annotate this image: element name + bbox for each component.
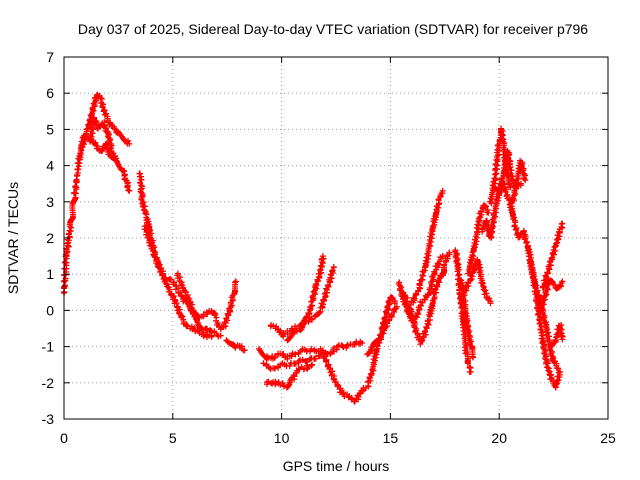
data-point-track xyxy=(548,322,566,349)
y-tick-label: 7 xyxy=(46,49,54,65)
data-point-track xyxy=(526,256,564,391)
axis-ticks: 0 5 10 15 20 25 -3 -2 -1 0 1 2 3 4 5 6 7 xyxy=(42,49,616,446)
data-point-track xyxy=(435,249,453,286)
x-tick-label: 5 xyxy=(169,430,177,446)
y-tick-label: 6 xyxy=(46,85,54,101)
data-point-track xyxy=(486,125,514,207)
x-tick-label: 20 xyxy=(491,430,507,446)
y-axis-label: SDTVAR / TECUs xyxy=(5,182,21,294)
data-point-track xyxy=(364,303,400,358)
y-tick-label: 2 xyxy=(46,230,54,246)
data-point-track xyxy=(460,256,494,307)
x-tick-label: 15 xyxy=(383,430,399,446)
data-point-track xyxy=(256,338,366,362)
y-tick-label: 4 xyxy=(46,158,54,174)
y-tick-label: -2 xyxy=(42,375,55,391)
data-point-track xyxy=(174,270,224,340)
x-tick-label: 25 xyxy=(600,430,616,446)
x-tick-label: 10 xyxy=(274,430,290,446)
data-point-track xyxy=(263,361,316,391)
y-tick-label: -1 xyxy=(42,339,55,355)
data-point-track xyxy=(464,202,492,277)
data-point-track xyxy=(87,114,120,162)
data-point-track xyxy=(260,350,326,372)
y-tick-label: 0 xyxy=(46,302,54,318)
data-point-track xyxy=(400,271,446,348)
chart-title: Day 037 of 2025, Sidereal Day-to-day VTE… xyxy=(78,21,588,37)
data-point-track xyxy=(223,337,248,354)
data-point-track xyxy=(320,351,372,405)
y-tick-label: 3 xyxy=(46,194,54,210)
y-tick-label: 1 xyxy=(46,266,54,282)
data-point-track xyxy=(539,220,566,291)
data-point-track xyxy=(491,157,529,207)
data-point-track xyxy=(408,187,446,306)
data-point-track xyxy=(213,278,239,333)
data-series xyxy=(61,91,566,405)
data-point-track xyxy=(452,247,474,375)
data-point-track xyxy=(284,264,337,344)
data-point-track xyxy=(536,276,566,315)
data-point-track xyxy=(267,253,327,340)
x-tick-label: 0 xyxy=(60,430,68,446)
x-axis-label: GPS time / hours xyxy=(283,458,390,474)
y-tick-label: -3 xyxy=(42,411,55,427)
y-tick-label: 5 xyxy=(46,121,54,137)
